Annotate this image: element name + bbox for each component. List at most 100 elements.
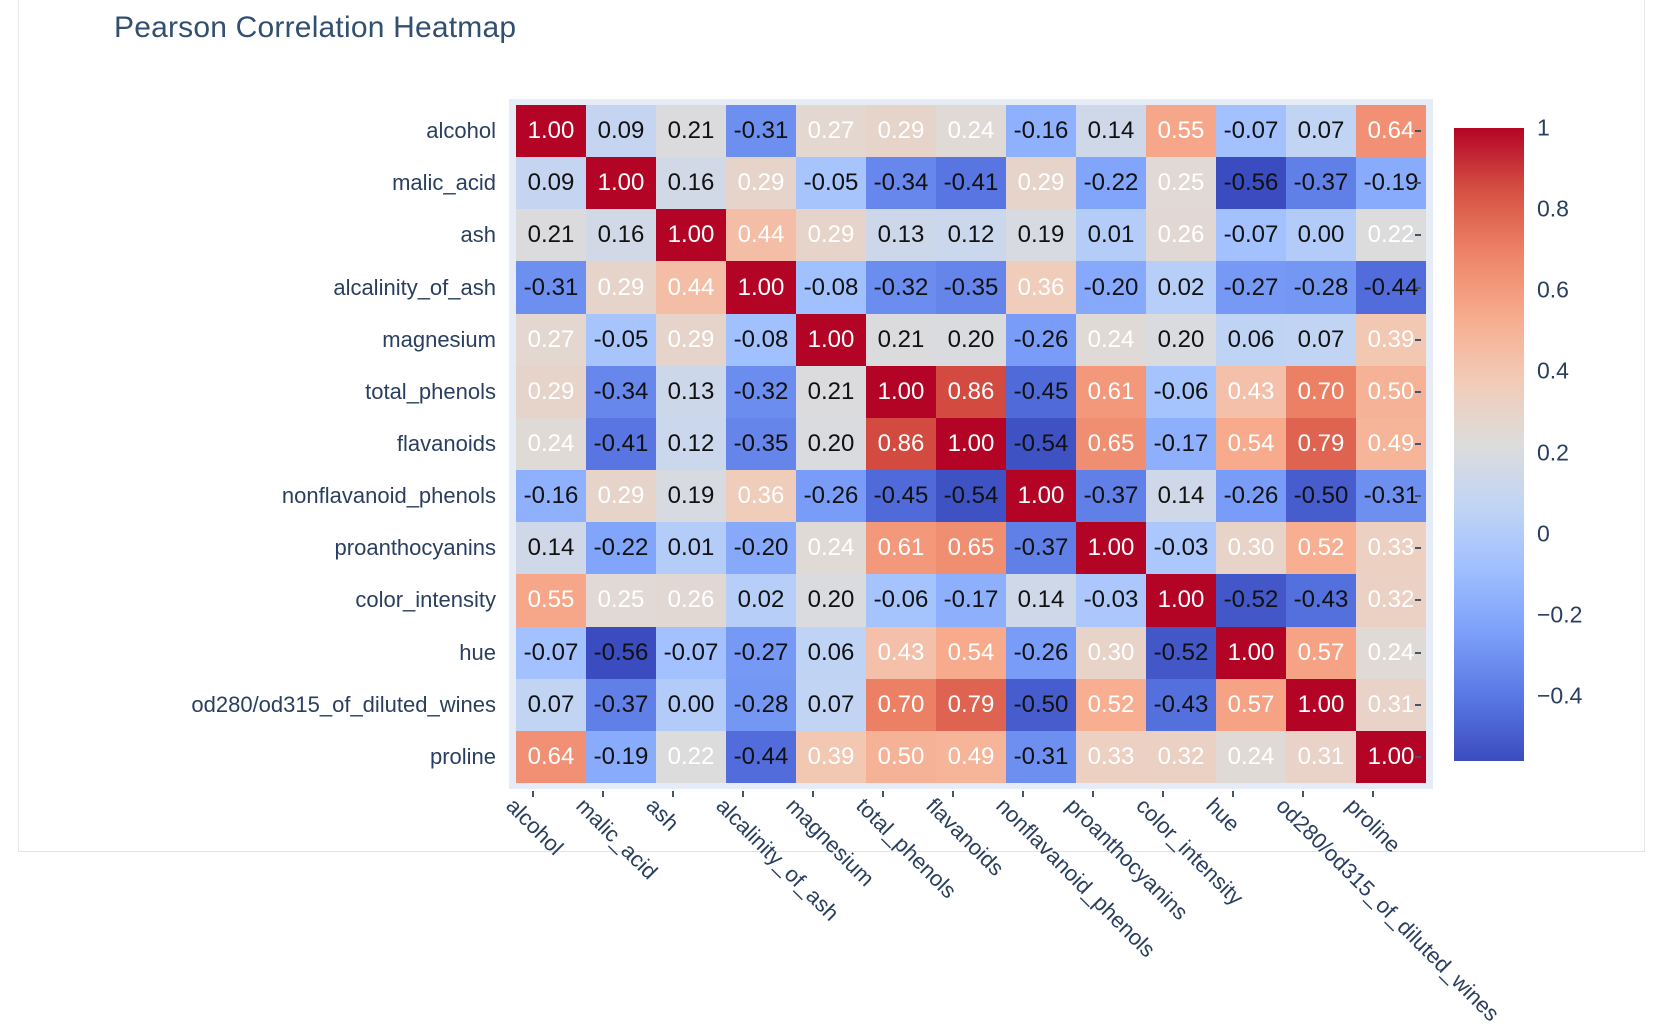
heatmap-cell[interactable]: 1.00: [1286, 678, 1356, 731]
heatmap-cell[interactable]: 0.64: [1356, 105, 1426, 158]
heatmap-cell[interactable]: -0.22: [1076, 157, 1146, 210]
heatmap-cell[interactable]: 0.33: [1076, 730, 1146, 783]
heatmap-cell[interactable]: 0.24: [516, 417, 586, 471]
heatmap-cell[interactable]: 0.07: [1286, 313, 1356, 366]
heatmap-cell[interactable]: -0.27: [726, 626, 796, 679]
heatmap-cell[interactable]: -0.44: [1356, 261, 1426, 314]
heatmap-cell[interactable]: -0.44: [726, 730, 796, 783]
heatmap-cell[interactable]: 1.00: [796, 313, 866, 366]
heatmap-cell[interactable]: 0.50: [866, 730, 936, 783]
heatmap-cell[interactable]: 0.30: [1076, 626, 1146, 679]
heatmap-cell[interactable]: -0.28: [726, 678, 796, 731]
heatmap-cell[interactable]: -0.03: [1146, 522, 1216, 575]
heatmap-cell[interactable]: 0.43: [866, 626, 936, 679]
heatmap-cell[interactable]: -0.28: [1286, 261, 1356, 314]
heatmap-cell[interactable]: 0.29: [796, 209, 866, 262]
heatmap-cell[interactable]: -0.35: [936, 261, 1006, 314]
heatmap-cell[interactable]: -0.22: [586, 522, 656, 575]
heatmap-cell[interactable]: 0.79: [936, 678, 1006, 731]
heatmap-cell[interactable]: 0.29: [1006, 157, 1076, 210]
heatmap-cell[interactable]: 0.39: [1356, 313, 1426, 366]
heatmap-cell[interactable]: 1.00: [1216, 626, 1286, 679]
heatmap-cell[interactable]: -0.41: [936, 157, 1006, 210]
heatmap-cell[interactable]: 0.24: [936, 105, 1006, 158]
heatmap-cell[interactable]: 0.19: [656, 470, 726, 523]
heatmap-cell[interactable]: 0.14: [1146, 470, 1216, 523]
heatmap-cell[interactable]: -0.31: [516, 261, 586, 314]
heatmap-cell[interactable]: 0.31: [1356, 678, 1426, 731]
heatmap-cell[interactable]: 1.00: [1356, 730, 1426, 783]
heatmap-cell[interactable]: 0.36: [726, 470, 796, 523]
heatmap-cell[interactable]: -0.54: [936, 470, 1006, 523]
heatmap-cell[interactable]: 0.36: [1006, 261, 1076, 314]
heatmap-cell[interactable]: -0.32: [866, 261, 936, 314]
heatmap-cell[interactable]: 0.70: [866, 678, 936, 731]
heatmap-cell[interactable]: -0.05: [586, 313, 656, 366]
heatmap-cell[interactable]: 0.20: [1146, 313, 1216, 366]
heatmap-cell[interactable]: 0.49: [1356, 417, 1426, 471]
heatmap-cell[interactable]: 0.02: [1146, 261, 1216, 314]
heatmap-cell[interactable]: 0.54: [936, 626, 1006, 679]
heatmap-cell[interactable]: 0.44: [726, 209, 796, 262]
heatmap-cell[interactable]: 0.31: [1286, 730, 1356, 783]
heatmap-cell[interactable]: 0.29: [656, 313, 726, 366]
heatmap-cell[interactable]: -0.19: [586, 730, 656, 783]
heatmap-cell[interactable]: 0.65: [1076, 417, 1146, 471]
heatmap-cell[interactable]: 0.55: [516, 574, 586, 627]
heatmap-cell[interactable]: 0.65: [936, 522, 1006, 575]
heatmap-cell[interactable]: 0.00: [1286, 209, 1356, 262]
heatmap-cell[interactable]: 0.21: [866, 313, 936, 366]
heatmap-cell[interactable]: -0.07: [1216, 105, 1286, 158]
heatmap-cell[interactable]: -0.34: [586, 365, 656, 418]
heatmap-cell[interactable]: -0.06: [866, 574, 936, 627]
heatmap-cell[interactable]: -0.52: [1146, 626, 1216, 679]
heatmap-cell[interactable]: 0.02: [726, 574, 796, 627]
heatmap-cell[interactable]: -0.19: [1356, 157, 1426, 210]
heatmap-cell[interactable]: 0.52: [1076, 678, 1146, 731]
heatmap-cell[interactable]: -0.06: [1146, 365, 1216, 418]
heatmap-cell[interactable]: 0.07: [1286, 105, 1356, 158]
heatmap-cell[interactable]: 0.86: [866, 417, 936, 471]
heatmap-cell[interactable]: 0.21: [516, 209, 586, 262]
heatmap-cell[interactable]: 1.00: [586, 157, 656, 210]
heatmap-cell[interactable]: 0.16: [656, 157, 726, 210]
heatmap-cell[interactable]: 0.44: [656, 261, 726, 314]
heatmap-cell[interactable]: 0.00: [656, 678, 726, 731]
heatmap-cell[interactable]: 0.29: [516, 365, 586, 418]
heatmap-cell[interactable]: -0.56: [586, 626, 656, 679]
heatmap-cell[interactable]: -0.27: [1216, 261, 1286, 314]
heatmap-cell[interactable]: 1.00: [936, 417, 1006, 471]
heatmap-cell[interactable]: -0.37: [1076, 470, 1146, 523]
heatmap-cell[interactable]: 0.20: [936, 313, 1006, 366]
heatmap-cell[interactable]: 0.20: [796, 417, 866, 471]
heatmap-cell[interactable]: -0.37: [586, 678, 656, 731]
heatmap-cell[interactable]: 0.70: [1286, 365, 1356, 418]
heatmap-cell[interactable]: 0.13: [866, 209, 936, 262]
heatmap-cell[interactable]: -0.31: [726, 105, 796, 158]
heatmap-cell[interactable]: -0.16: [1006, 105, 1076, 158]
heatmap-cell[interactable]: 0.33: [1356, 522, 1426, 575]
heatmap-cell[interactable]: 0.24: [1356, 626, 1426, 679]
heatmap-cell[interactable]: 0.24: [796, 522, 866, 575]
heatmap-cell[interactable]: 0.55: [1146, 105, 1216, 158]
heatmap-cell[interactable]: 0.29: [726, 157, 796, 210]
heatmap-cell[interactable]: 0.27: [796, 105, 866, 158]
heatmap-cell[interactable]: 0.24: [1076, 313, 1146, 366]
heatmap-cell[interactable]: 0.12: [936, 209, 1006, 262]
heatmap-cell[interactable]: 0.01: [1076, 209, 1146, 262]
heatmap-cell[interactable]: 0.25: [1146, 157, 1216, 210]
heatmap-cell[interactable]: 0.24: [1216, 730, 1286, 783]
heatmap-cell[interactable]: -0.26: [1216, 470, 1286, 523]
heatmap-cell[interactable]: -0.17: [1146, 417, 1216, 471]
heatmap-cell[interactable]: -0.20: [726, 522, 796, 575]
heatmap-cell[interactable]: 0.22: [1356, 209, 1426, 262]
heatmap-cell[interactable]: 0.07: [516, 678, 586, 731]
heatmap-cell[interactable]: -0.03: [1076, 574, 1146, 627]
heatmap-cell[interactable]: 0.01: [656, 522, 726, 575]
heatmap-cell[interactable]: 0.61: [1076, 365, 1146, 418]
heatmap-cell[interactable]: -0.05: [796, 157, 866, 210]
heatmap-cell[interactable]: 1.00: [1146, 574, 1216, 627]
heatmap-cell[interactable]: -0.50: [1006, 678, 1076, 731]
heatmap-cell[interactable]: -0.32: [726, 365, 796, 418]
heatmap-cell[interactable]: 0.32: [1146, 730, 1216, 783]
